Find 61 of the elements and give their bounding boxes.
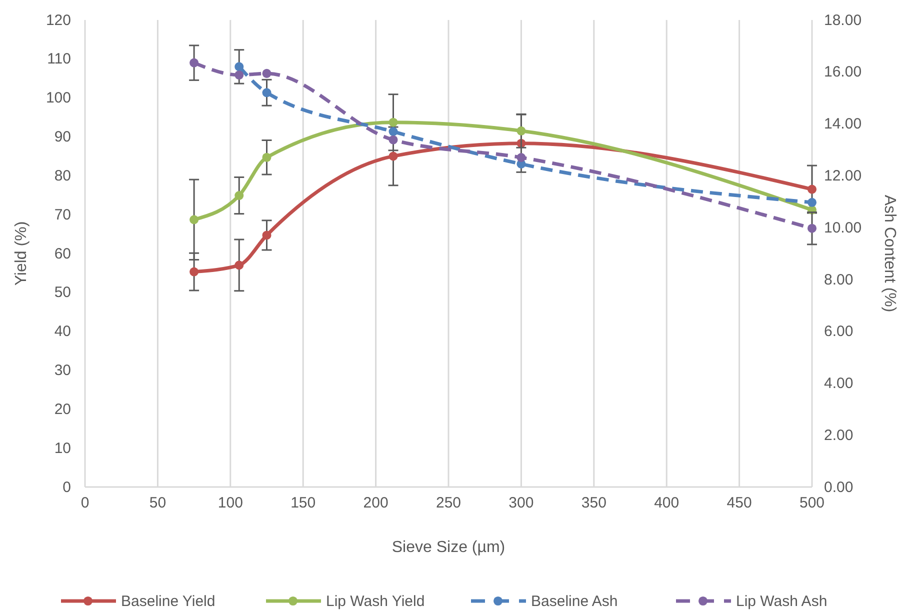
y2-axis-title: Ash Content (%) [881,194,898,312]
point [262,230,272,240]
y-tick-label: 60 [54,245,71,262]
point [388,127,398,136]
y2-tick-label: 14.00 [824,116,862,133]
point [388,152,398,161]
y2-tick-label: 6.00 [824,323,854,340]
point [807,184,817,194]
x-tick-label: 150 [290,494,316,512]
point [516,126,526,136]
point [190,58,199,68]
point [234,191,244,200]
legend-label: Lip Wash Ash [736,593,828,610]
point [807,224,817,233]
x-tick-label: 50 [149,494,166,512]
y-tick-label: 0 [62,478,71,496]
point [262,68,272,78]
y-tick-label: 110 [47,50,71,68]
point [807,198,817,207]
x-tick-label: 400 [654,494,680,512]
y2-tick-label: 10.00 [824,219,862,236]
y2-tick-label: 0.00 [824,478,854,496]
y2-tick-label: 12.00 [824,167,862,184]
y2-tick-label: 8.00 [824,271,854,288]
legend-label: Lip Wash Yield [326,593,425,610]
y-tick-label: 100 [46,90,71,107]
y2-tick-label: 2.00 [824,426,854,444]
legend-label: Baseline Yield [121,593,216,610]
y2-tick-label: 16.00 [824,64,862,81]
point [388,135,398,144]
y-tick-label: 20 [54,400,71,418]
point [234,260,244,270]
x-tick-label: 500 [799,494,825,512]
y2-tick-label: 4.00 [824,375,854,392]
x-tick-label: 100 [218,494,243,512]
y-tick-label: 120 [46,12,71,29]
point [234,70,244,80]
x-tick-label: 300 [508,494,534,512]
y-tick-label: 50 [54,284,71,302]
y-tick-label: 30 [54,362,71,380]
y-axis-title: Yield (%) [13,221,30,286]
legend-label: Baseline Ash [531,593,618,610]
x-tick-label: 200 [363,494,388,512]
y-tick-label: 70 [54,206,71,224]
point [388,118,398,127]
point [262,88,272,98]
y-tick-label: 90 [54,128,71,146]
point [190,215,199,224]
x-tick-label: 450 [726,494,752,512]
x-tick-label: 350 [581,494,606,512]
y-tick-label: 80 [54,167,71,184]
x-tick-label: 250 [436,494,462,512]
point [516,153,526,162]
point [190,267,199,276]
point [262,152,272,162]
x-axis-title: Sieve Size (µm) [392,539,506,556]
y2-tick-label: 18.00 [824,12,862,29]
y-tick-label: 40 [54,323,71,340]
y-tick-label: 10 [54,440,71,457]
point [234,62,244,72]
x-tick-label: 0 [80,494,90,512]
